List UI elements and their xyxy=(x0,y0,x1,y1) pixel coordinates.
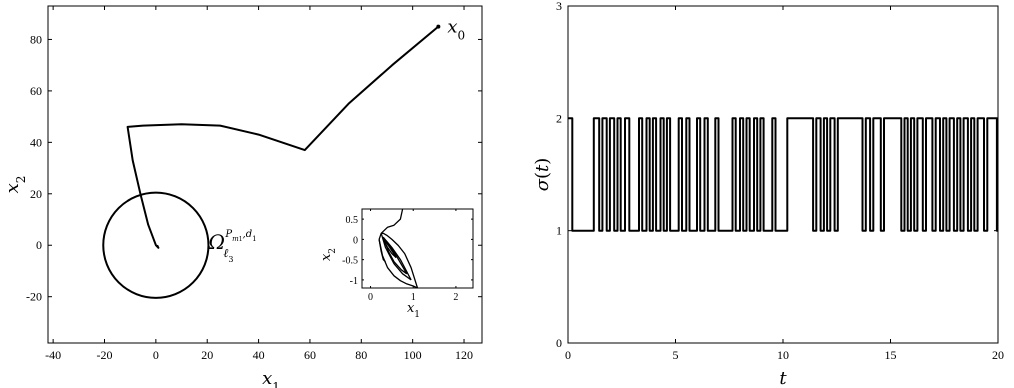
trajectory-x-tick-label: 60 xyxy=(304,348,316,362)
trajectory-y-axis-label-subscript: 2 xyxy=(14,176,28,184)
inset-y-axis-label: x2 xyxy=(319,248,338,261)
switching-x-axis-label-text: t xyxy=(779,368,787,388)
trajectory-x-tick-label: -40 xyxy=(45,348,61,362)
inset-trajectory-segment xyxy=(382,236,397,258)
inset-x-tick-label: 0 xyxy=(368,292,373,303)
switching-x-ticks: 0 5 10 15 20 xyxy=(565,6,1004,362)
switching-y-axis-label-open: ( xyxy=(532,172,553,179)
trajectory-x-tick-label: 120 xyxy=(455,348,473,362)
inset-y-tick-label: -0.5 xyxy=(342,256,358,267)
trajectory-y-tick-label: 80 xyxy=(30,32,42,46)
inset-trajectory-lines xyxy=(378,208,419,289)
inset-trajectory-segment xyxy=(378,208,404,240)
trajectory-x-tick-label: -20 xyxy=(96,348,112,362)
inset-x-axis-label-subscript: 1 xyxy=(414,310,420,320)
switching-y-tick-label: 1 xyxy=(556,224,562,238)
trajectory-x-axis-label: x1 xyxy=(262,368,280,388)
omega-symbol: Ω xyxy=(207,230,225,254)
omega-superscript-p: P xyxy=(224,229,232,240)
inset-trajectory-segment xyxy=(378,239,386,263)
omega-superscript-1: 1 xyxy=(239,236,243,243)
trajectory-line xyxy=(126,25,439,249)
inset-trajectory-segment xyxy=(382,239,397,259)
x0-annotation-subscript: 0 xyxy=(457,29,465,43)
switching-y-axis-label: σ(t) xyxy=(532,158,553,192)
switching-y-axis-label-sigma: σ xyxy=(532,178,553,191)
inset-x-tick-label: 1 xyxy=(411,292,416,303)
trajectory-x-ticks: -40 -20 0 20 40 60 80 100 120 xyxy=(45,6,473,362)
switching-x-tick-label: 5 xyxy=(673,348,679,362)
trajectory-axes-frame xyxy=(47,5,483,344)
omega-subscript-3: 3 xyxy=(228,255,233,264)
trajectory-x-tick-label: 20 xyxy=(201,348,213,362)
switching-y-axis-label-t: t xyxy=(532,164,553,172)
switching-y-tick-label: 3 xyxy=(556,0,562,13)
omega-annotation: Ω Pm1,d1 ℓ3 xyxy=(207,229,256,263)
trajectory-x-tick-label: 80 xyxy=(355,348,367,362)
inset-y-ticks: -1 -0.5 0 0.5 xyxy=(342,215,473,287)
switching-x-axis-label: t xyxy=(779,368,787,388)
invariant-set-circle xyxy=(102,191,210,299)
inset-x-ticks: 0 1 2 xyxy=(368,209,458,303)
inset-y-tick-label: 0 xyxy=(353,235,358,246)
trajectory-y-tick-label: 20 xyxy=(30,187,42,201)
inset-y-axis-label-subscript: 2 xyxy=(328,248,338,254)
inset-y-tick-label: -1 xyxy=(350,276,358,287)
x0-annotation: x0 xyxy=(447,17,465,43)
inset-trajectory-segment xyxy=(381,232,419,289)
inset-y-axis-label-base: x xyxy=(319,253,334,261)
trajectory-x-axis-label-subscript: 1 xyxy=(272,380,280,388)
switching-axes-frame xyxy=(567,5,999,344)
inset-x-axis-label: x1 xyxy=(407,301,420,320)
switching-signal-step-line xyxy=(568,117,998,232)
inset-x-tick-label: 2 xyxy=(453,292,458,303)
switching-x-tick-label: 20 xyxy=(992,348,1004,362)
switching-y-tick-label: 2 xyxy=(556,111,562,125)
inset-trajectory-segment xyxy=(380,233,412,281)
omega-subscript-l: ℓ xyxy=(223,246,228,260)
trajectory-y-axis-label: x2 xyxy=(2,176,28,194)
switching-x-tick-label: 15 xyxy=(885,348,897,362)
trajectory-y-tick-label: 0 xyxy=(36,238,42,252)
switching-x-tick-label: 0 xyxy=(565,348,571,362)
trajectory-y-axis-label-base: x xyxy=(2,183,23,193)
omega-superscript-d1: 1 xyxy=(252,235,256,243)
omega-superscript-m: m xyxy=(232,235,239,243)
omega-superscript: Pm1,d1 xyxy=(224,229,256,243)
omega-superscript-rest: ,d xyxy=(243,229,253,240)
x0-annotation-base: x xyxy=(447,17,457,38)
switching-y-tick-label: 0 xyxy=(556,336,562,350)
inset-x-axis-label-base: x xyxy=(407,301,415,316)
inset-axes-frame xyxy=(361,208,474,289)
switching-x-tick-label: 10 xyxy=(777,348,789,362)
trajectory-y-tick-label: -20 xyxy=(26,290,42,304)
switching-y-axis-label-close: ) xyxy=(532,158,553,165)
trajectory-x-axis-label-base: x xyxy=(262,368,272,388)
trajectory-x-tick-label: 0 xyxy=(153,348,159,362)
inset-y-tick-label: 0.5 xyxy=(346,215,359,226)
omega-subscript: ℓ3 xyxy=(223,246,233,264)
trajectory-x-tick-label: 40 xyxy=(253,348,265,362)
trajectory-y-tick-label: 60 xyxy=(30,84,42,98)
initial-point-marker xyxy=(436,24,441,29)
trajectory-x-tick-label: 100 xyxy=(404,348,422,362)
trajectory-y-tick-label: 40 xyxy=(30,135,42,149)
